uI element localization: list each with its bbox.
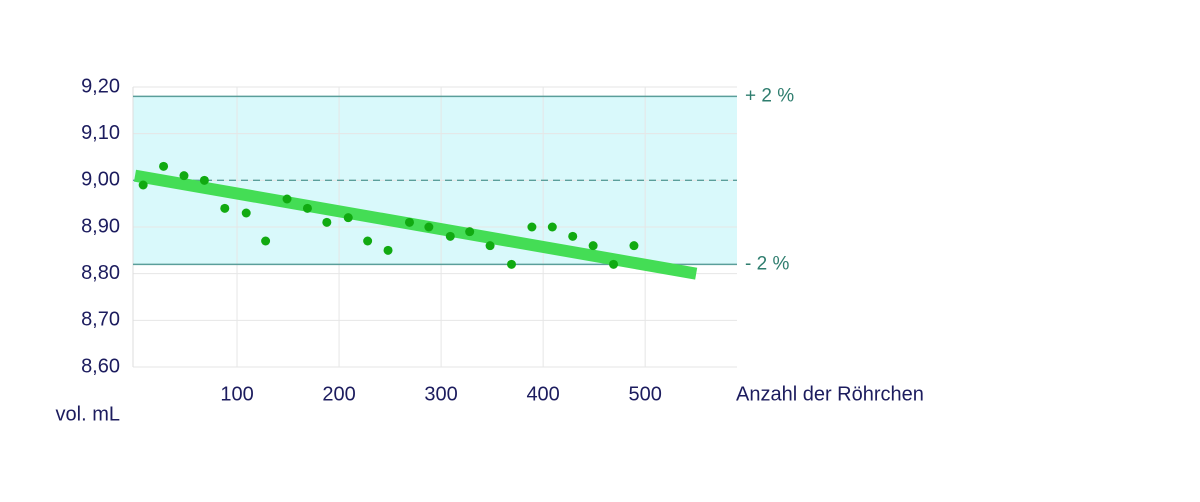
data-point bbox=[241, 208, 251, 218]
data-point bbox=[629, 241, 639, 251]
data-point bbox=[363, 236, 373, 246]
band-label: + 2 % bbox=[745, 85, 794, 106]
y-tick-label: 8,80 bbox=[81, 262, 120, 284]
data-point bbox=[261, 236, 271, 246]
data-point bbox=[302, 203, 312, 213]
data-point bbox=[424, 222, 434, 232]
data-point bbox=[159, 161, 169, 171]
data-point bbox=[445, 231, 455, 241]
data-point bbox=[138, 180, 148, 190]
data-point bbox=[322, 217, 332, 227]
x-tick-label: 400 bbox=[526, 383, 559, 405]
y-tick-label: 9,00 bbox=[81, 169, 120, 191]
x-tick-label: 500 bbox=[628, 383, 661, 405]
data-point bbox=[282, 194, 292, 204]
data-point bbox=[568, 231, 578, 241]
y-tick-label: 8,90 bbox=[81, 215, 120, 237]
data-point bbox=[179, 171, 189, 181]
data-point bbox=[343, 213, 353, 223]
x-tick-label: 100 bbox=[220, 383, 253, 405]
data-point bbox=[609, 259, 619, 269]
x-tick-label: 300 bbox=[424, 383, 457, 405]
trend-line bbox=[133, 169, 698, 280]
y-tick-label: 8,70 bbox=[81, 309, 120, 331]
data-point bbox=[465, 227, 475, 237]
data-point bbox=[404, 217, 414, 227]
data-point bbox=[547, 222, 557, 232]
data-point bbox=[485, 241, 495, 251]
data-point bbox=[507, 259, 517, 269]
x-tick-label: 200 bbox=[322, 383, 355, 405]
y-axis-label: vol. mL bbox=[56, 403, 120, 425]
y-tick-label: 8,60 bbox=[81, 355, 120, 377]
data-point bbox=[199, 175, 209, 185]
y-tick-label: 9,10 bbox=[81, 122, 120, 144]
y-tick-label: 9,20 bbox=[81, 75, 120, 97]
data-point bbox=[220, 203, 230, 213]
data-point bbox=[527, 222, 537, 232]
x-axis-label: Anzahl der Röhrchen bbox=[736, 383, 924, 405]
data-point bbox=[588, 241, 598, 251]
band-label: - 2 % bbox=[745, 253, 789, 274]
data-point bbox=[383, 245, 393, 255]
